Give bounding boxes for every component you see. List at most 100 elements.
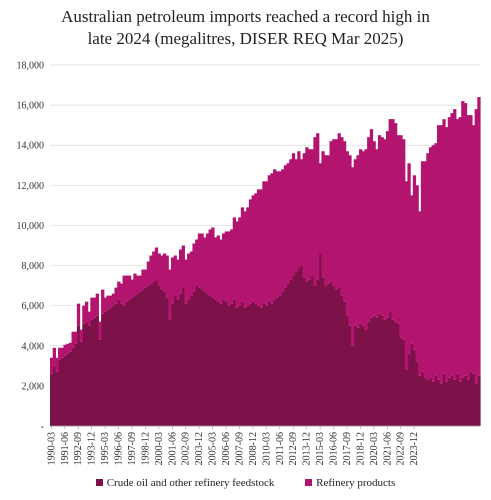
refinery-products-bar	[256, 189, 261, 306]
refinery-products-bar	[453, 109, 457, 380]
refinery-products-bar	[334, 139, 339, 290]
refinery-products-bar	[420, 161, 425, 372]
crude-bar	[179, 293, 183, 426]
refinery-products-bar	[364, 149, 368, 330]
x-axis: 1990-03 1991-06 1992-09 1993-12 1995-03 1996-…	[46, 425, 480, 465]
crude-bar	[289, 279, 293, 426]
crude-bar	[211, 297, 215, 426]
refinery-products-bar	[372, 141, 376, 316]
refinery-products-bar	[289, 159, 293, 280]
crude-bar	[410, 343, 414, 426]
crude-bar	[197, 287, 202, 426]
chart-title-line-2: late 2024 (megalitres, DISER REQ Mar 202…	[87, 29, 404, 48]
crude-bar	[474, 383, 478, 426]
crude-bar	[407, 353, 411, 426]
refinery-products-bar	[63, 344, 67, 356]
refinery-products-bar	[310, 149, 314, 276]
x-tick-label: 2021-06	[382, 432, 393, 465]
crude-bar	[146, 285, 151, 426]
refinery-products-bar	[404, 181, 409, 370]
x-tick-label: 2020-03	[369, 432, 380, 465]
refinery-products-bar	[299, 159, 304, 266]
crude-bar	[79, 341, 83, 426]
crude-bar	[340, 295, 344, 426]
refinery-products-bar	[342, 141, 347, 302]
crude-bar	[434, 375, 438, 426]
crude-bar	[119, 303, 124, 426]
refinery-products-bar	[87, 311, 91, 326]
crude-bar	[281, 291, 285, 426]
chart-title: Australian petroleum imports reached a r…	[0, 6, 491, 50]
crude-bar	[76, 325, 81, 426]
refinery-products-bar	[222, 233, 226, 300]
legend-swatch-crude	[95, 479, 103, 486]
refinery-products-bar	[117, 281, 121, 300]
refinery-products-bar	[275, 171, 280, 298]
refinery-products-bar	[329, 141, 333, 282]
refinery-products-bar	[259, 189, 263, 308]
refinery-products-bar	[267, 175, 271, 302]
crude-bar	[173, 295, 177, 426]
refinery-products-bar	[227, 231, 231, 306]
x-tick-label: 2023-12	[409, 432, 420, 465]
crude-bar	[342, 301, 347, 426]
refinery-products-bar	[291, 153, 296, 276]
refinery-products-bar	[130, 279, 134, 298]
crude-bar	[437, 379, 441, 426]
refinery-products-bar	[119, 283, 124, 304]
crude-oil-series	[50, 253, 481, 426]
x-tick-label: 1991-06	[60, 432, 71, 465]
refinery-products-bar	[154, 247, 159, 280]
x-tick-label: 1997-09	[127, 432, 138, 465]
crude-bar	[324, 285, 328, 426]
refinery-products-bar	[359, 149, 363, 324]
crude-bar	[450, 375, 454, 426]
refinery-products-bar	[160, 255, 164, 290]
refinery-products-bar	[396, 135, 400, 324]
crude-bar	[122, 305, 126, 426]
refinery-products-series	[50, 97, 481, 384]
crude-bar	[165, 297, 169, 426]
crude-bar	[133, 295, 137, 426]
refinery-products-bar	[332, 139, 336, 286]
crude-bar	[254, 303, 258, 426]
crude-bar	[195, 285, 199, 426]
legend-item-refinery-products: Refinery products	[305, 477, 395, 489]
crude-bar	[439, 383, 443, 426]
x-tick-label: 2013-12	[302, 432, 313, 465]
refinery-products-bar	[114, 287, 118, 304]
refinery-products-bar	[189, 251, 194, 296]
crude-bar	[477, 375, 481, 426]
crude-bar	[203, 291, 207, 426]
legend-label-crude: Crude oil and other refinery feedstock	[106, 477, 275, 489]
crude-bar	[461, 377, 465, 426]
crude-bar	[463, 375, 468, 426]
crude-bar	[471, 373, 476, 426]
crude-bar	[248, 303, 253, 426]
crude-bar	[442, 373, 446, 426]
refinery-products-bar	[122, 275, 126, 306]
refinery-products-bar	[428, 147, 433, 378]
x-tick-label: 2007-09	[234, 432, 245, 465]
crude-bar	[321, 277, 325, 426]
crude-bar	[426, 379, 430, 426]
crude-bar	[93, 317, 97, 426]
crude-bar	[117, 299, 121, 426]
x-tick-label: 2012-09	[288, 432, 299, 465]
crude-bar	[187, 299, 191, 426]
refinery-products-bar	[297, 151, 301, 268]
legend-item-crude: Crude oil and other refinery feedstock	[95, 477, 275, 489]
refinery-products-bar	[337, 133, 341, 288]
legend-swatch-refinery-products	[305, 479, 313, 486]
crude-bar	[345, 315, 349, 426]
refinery-products-bar	[144, 269, 148, 288]
refinery-products-bar	[458, 117, 462, 382]
crude-bar	[265, 305, 269, 426]
crude-bar	[469, 371, 473, 426]
refinery-products-bar	[316, 133, 320, 280]
crude-bar	[267, 301, 271, 426]
crude-bar	[415, 361, 419, 426]
refinery-products-bar	[216, 235, 220, 302]
refinery-products-bar	[111, 293, 116, 306]
x-tick-label: 2002-09	[181, 432, 192, 465]
